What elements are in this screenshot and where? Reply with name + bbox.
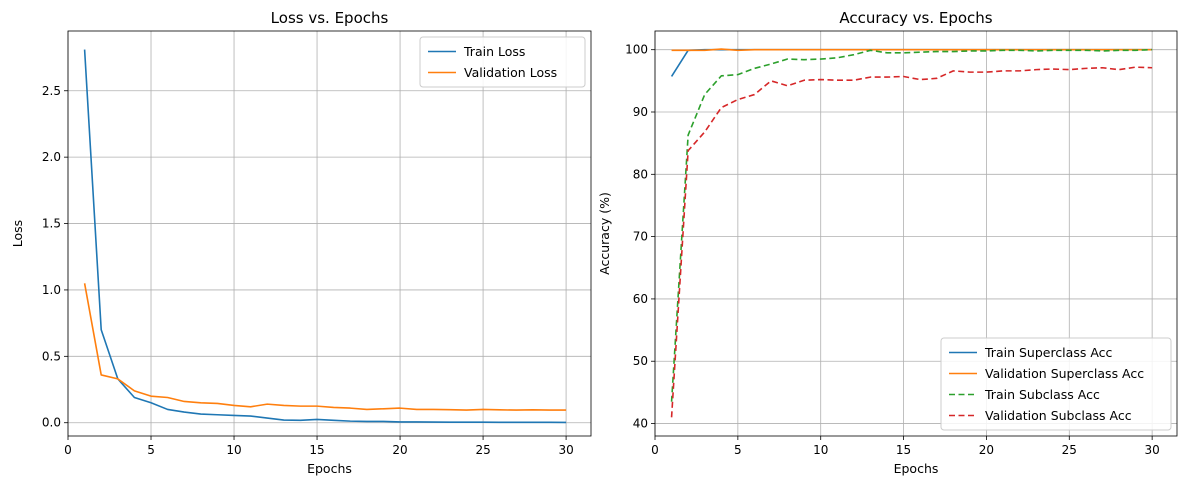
- y-tick-label: 2.5: [42, 84, 61, 98]
- y-tick-label: 1.5: [42, 217, 61, 231]
- x-tick-label: 5: [734, 443, 742, 457]
- plot-frame: [67, 30, 592, 437]
- x-tick-label: 30: [1145, 443, 1160, 457]
- accuracy-chart: 0 5 10 15 20 25 30 40 50 60 70 80 90 100 Accuracy vs. …: [597, 9, 1178, 476]
- y-tick-label: 60: [633, 292, 648, 306]
- x-tick-label: 20: [392, 443, 407, 457]
- y-tick-label: 40: [633, 417, 648, 431]
- grid: [67, 31, 591, 436]
- x-axis-label: Epochs: [307, 461, 352, 476]
- x-tick-label: 0: [651, 443, 659, 457]
- legend-box: [419, 36, 586, 88]
- series-line-validation-loss: [83, 283, 567, 411]
- plot-frame: [654, 30, 1178, 437]
- series-group: [83, 49, 567, 424]
- x-tick-label: 10: [813, 443, 828, 457]
- x-tick-label: 15: [896, 443, 911, 457]
- series-group: [670, 48, 1153, 418]
- legend-label: Train Superclass Acc: [984, 345, 1113, 360]
- x-tick-label: 0: [64, 443, 72, 457]
- y-tick-label: 2.0: [42, 150, 61, 164]
- legend: Train Superclass Acc Validation Superclas…: [940, 337, 1172, 431]
- y-tick-label: 70: [633, 230, 648, 244]
- y-tick-label: 1.0: [42, 283, 61, 297]
- y-tick-label: 80: [633, 167, 648, 181]
- y-tick-label: 100: [625, 43, 648, 57]
- chart-title: Accuracy vs. Epochs: [839, 9, 992, 27]
- series-line-validation-subclass-acc: [670, 66, 1153, 418]
- y-tick-label: 0.5: [42, 349, 61, 363]
- legend-box: [940, 337, 1172, 431]
- loss-chart: 0 5 10 15 20 25 30 0.0 0.5 1.0 1.5 2.0 2.5 Loss vs. E…: [10, 9, 592, 476]
- y-tick-label: 90: [633, 105, 648, 119]
- chart-title: Loss vs. Epochs: [271, 9, 389, 27]
- y-axis-label: Accuracy (%): [597, 192, 612, 275]
- legend-label: Validation Superclass Acc: [985, 366, 1144, 381]
- legend-label: Train Loss: [463, 44, 525, 59]
- legend-label: Validation Subclass Acc: [985, 408, 1132, 423]
- y-tick-label: 50: [633, 354, 648, 368]
- x-tick-label: 20: [979, 443, 994, 457]
- x-axis-label: Epochs: [894, 461, 939, 476]
- x-tick-label: 5: [147, 443, 155, 457]
- y-axis-label: Loss: [10, 220, 25, 247]
- x-tick-label: 25: [475, 443, 490, 457]
- x-tick-label: 10: [226, 443, 241, 457]
- legend-label: Train Subclass Acc: [984, 387, 1100, 402]
- series-line-validation-superclass-acc: [671, 48, 1153, 52]
- y-tick-label: 0.0: [42, 416, 61, 430]
- x-tick-label: 25: [1062, 443, 1077, 457]
- series-line-train-loss: [83, 49, 567, 424]
- legend: Train Loss Validation Loss: [419, 36, 586, 88]
- legend-label: Validation Loss: [464, 65, 557, 80]
- x-tick-label: 15: [309, 443, 324, 457]
- x-tick-label: 30: [558, 443, 573, 457]
